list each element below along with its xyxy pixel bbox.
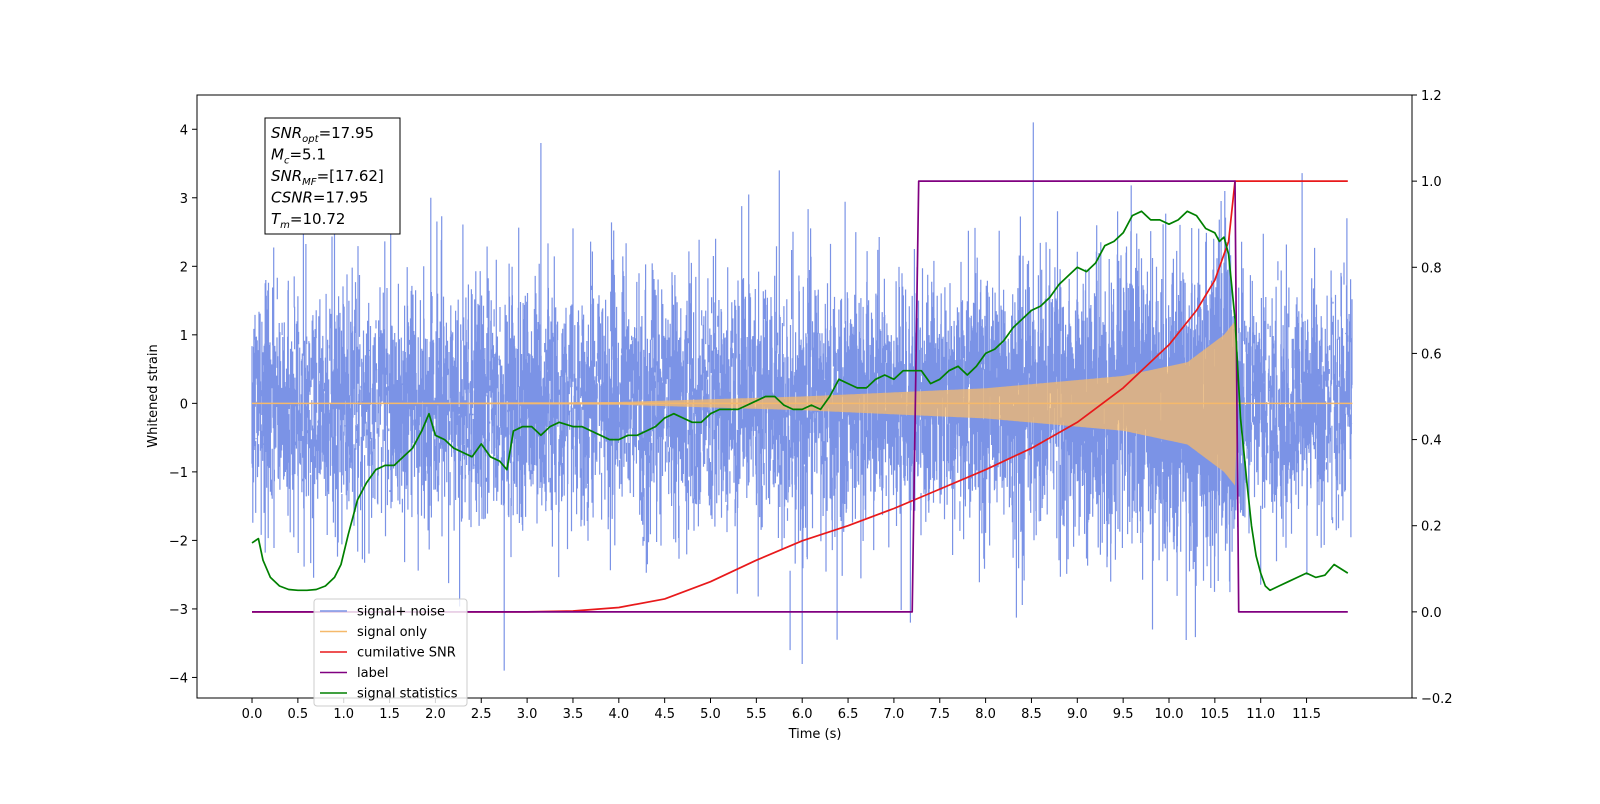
annotation-subscript: MF — [302, 177, 317, 188]
x-tick-label: 10.0 — [1155, 707, 1184, 722]
x-tick-label: 6.5 — [838, 707, 859, 722]
y-tick-label: −2 — [169, 534, 188, 549]
x-tick-label: 1.0 — [333, 707, 354, 722]
y2-tick-label: 0.6 — [1421, 347, 1442, 362]
x-tick-label: 10.5 — [1200, 707, 1229, 722]
annotation-symbol: CSNR — [271, 189, 313, 207]
annotation-line: SNRMF=[17.62] — [271, 167, 384, 188]
x-tick-label: 5.0 — [700, 707, 721, 722]
annotation-box: SNRopt=17.95Mc=5.1SNRMF=[17.62]CSNR=17.9… — [264, 117, 401, 235]
y2-tick-label: 0.4 — [1421, 434, 1442, 449]
x-tick-label: 5.5 — [746, 707, 767, 722]
series-layer — [251, 122, 1353, 671]
series-cumulative-snr-line — [252, 180, 1348, 613]
x-tick-label: 9.5 — [1113, 707, 1134, 722]
annotation-value: =17.95 — [319, 124, 375, 142]
y-tick-label: −3 — [169, 603, 188, 618]
x-tick-label: 7.5 — [929, 707, 950, 722]
legend: signal+ noise signal only cumilative SNR la… — [313, 598, 468, 707]
legend-entry-label: signal only — [357, 625, 427, 640]
annotation-line: Mc=5.1 — [271, 146, 326, 167]
y-tick-label: −4 — [169, 671, 188, 686]
legend-entry-label: signal statistics — [357, 687, 458, 702]
y-tick-label: 4 — [180, 123, 188, 138]
y2-tick-label: −0.2 — [1421, 692, 1453, 707]
y2-tick-label: 0.8 — [1421, 261, 1442, 276]
legend-entry-label: label — [357, 666, 388, 681]
y-axis-left: 4 3 2 1 0 −1 −2 −3 −4 — [169, 123, 197, 686]
y2-tick-label: 1.2 — [1421, 89, 1442, 104]
x-tick-label: 4.5 — [654, 707, 675, 722]
plot-frame — [196, 94, 1413, 699]
x-tick-label: 3.0 — [517, 707, 538, 722]
x-tick-label: 3.5 — [563, 707, 584, 722]
y-axis-title: Whitened strain — [146, 344, 161, 447]
y2-tick-label: 0.2 — [1421, 520, 1442, 535]
x-tick-label: 11.0 — [1246, 707, 1275, 722]
annotation-line: CSNR=17.95 — [271, 189, 368, 207]
x-tick-label: 8.0 — [975, 707, 996, 722]
annotation-line: SNRopt=17.95 — [271, 124, 374, 145]
y-tick-label: 3 — [180, 192, 188, 207]
annotation-frame — [264, 117, 401, 235]
y2-tick-label: 1.0 — [1421, 175, 1442, 190]
y-tick-label: 2 — [180, 260, 188, 275]
annotation-value: =5.1 — [289, 146, 325, 164]
x-tick-label: 11.5 — [1292, 707, 1321, 722]
legend-entry-label: signal+ noise — [357, 605, 445, 620]
x-tick-label: 0.0 — [242, 707, 263, 722]
x-tick-label: 9.0 — [1067, 707, 1088, 722]
annotation-symbol: M — [271, 146, 284, 164]
annotation-symbol: SNR — [271, 167, 302, 185]
x-tick-label: 8.5 — [1021, 707, 1042, 722]
legend-entry-label: cumilative SNR — [357, 646, 456, 661]
y-tick-label: 0 — [180, 397, 188, 412]
annotation-subscript: opt — [302, 134, 319, 145]
annotation-symbol: T — [271, 210, 282, 228]
x-axis: 0.0 0.5 1.0 1.5 2.0 2.5 3.0 3.5 4.0 4.5 5.0 5.5 6.0 6… — [242, 698, 1321, 722]
series-label-line — [252, 180, 1348, 613]
y-tick-label: 1 — [180, 329, 188, 344]
annotation-value: =10.72 — [290, 210, 346, 228]
x-tick-label: 7.0 — [884, 707, 905, 722]
x-tick-label: 0.5 — [288, 707, 309, 722]
x-tick-label: 4.0 — [608, 707, 629, 722]
x-tick-label: 2.0 — [425, 707, 446, 722]
x-tick-label: 1.5 — [379, 707, 400, 722]
legend-frame — [313, 598, 468, 707]
x-axis-title: Time (s) — [788, 727, 842, 742]
x-tick-label: 2.5 — [471, 707, 492, 722]
y2-tick-label: 0.0 — [1421, 606, 1442, 621]
y-axis-right: 1.2 1.0 0.8 0.6 0.4 0.2 0.0 −0.2 — [1412, 89, 1453, 707]
annotation-line: Tm=10.72 — [271, 210, 345, 231]
series-signal-statistics-line — [251, 210, 1349, 592]
annotation-value: =[17.62] — [317, 167, 384, 185]
annotation-value: =17.95 — [313, 189, 369, 207]
x-tick-label: 6.0 — [792, 707, 813, 722]
annotation-subscript: m — [280, 220, 290, 231]
annotation-subscript: c — [284, 156, 290, 167]
y-tick-label: −1 — [169, 466, 188, 481]
annotation-symbol: SNR — [271, 124, 302, 142]
